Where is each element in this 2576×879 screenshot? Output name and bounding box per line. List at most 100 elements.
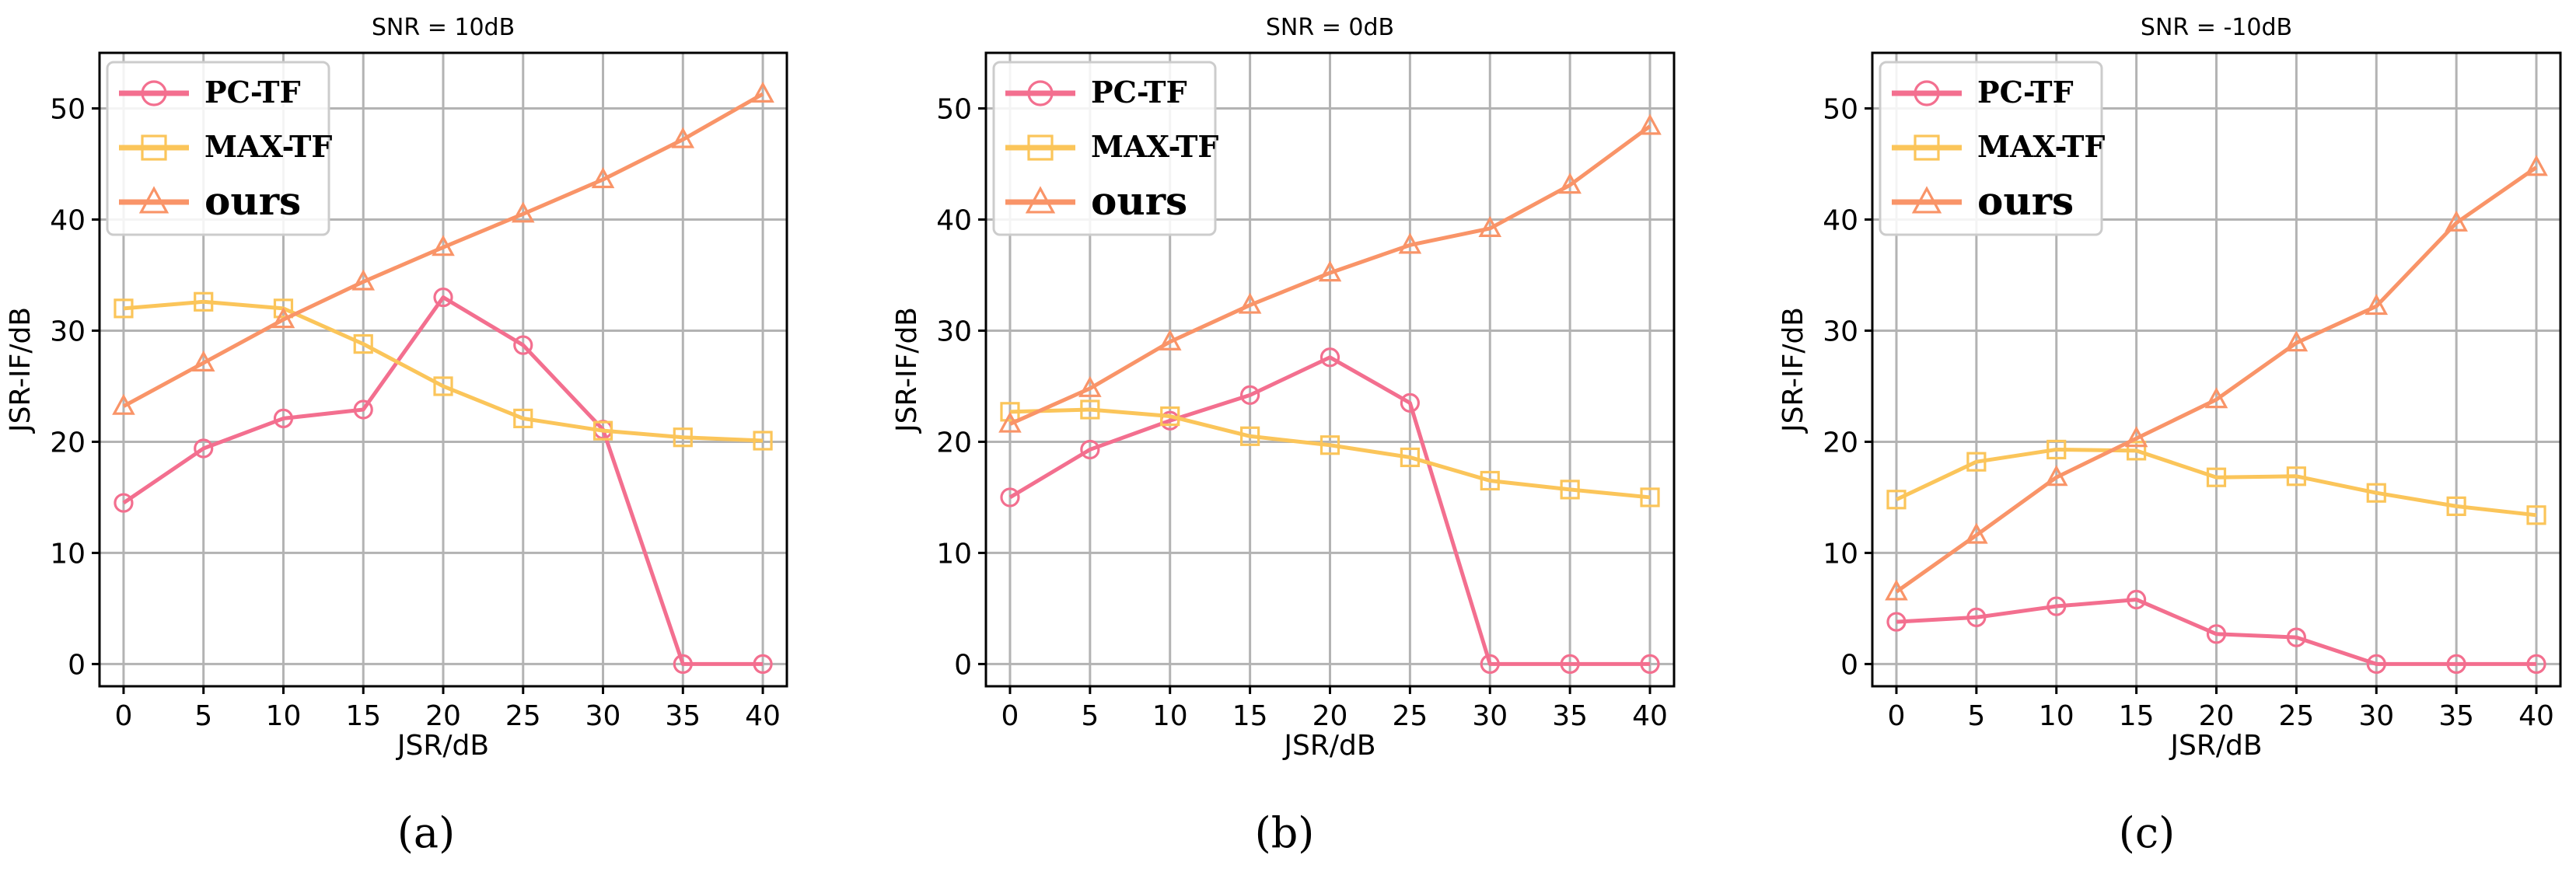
data-point-pc-tf — [673, 654, 693, 675]
panel-caption: (a) — [397, 808, 455, 857]
x-tick-label: 20 — [425, 700, 461, 732]
data-point-pc-tf — [2127, 589, 2147, 610]
data-point-pc-tf — [353, 399, 373, 420]
data-point-max-tf — [1640, 487, 1660, 508]
data-point-max-tf — [353, 334, 373, 354]
legend-label-ours: ours — [1091, 178, 1187, 224]
data-point-ours — [1238, 292, 1262, 314]
chart-panel-a: 0 5 10 15 20 25 30 35 40 0 10 20 30 40 50 SNR = 10dB JSR… — [5, 14, 788, 857]
legend-label-ours: ours — [204, 178, 301, 224]
chart-title: SNR = 0dB — [1266, 14, 1394, 41]
y-tick-label: 10 — [50, 538, 86, 570]
x-tick-label: 40 — [2518, 700, 2554, 732]
x-tick-label: 20 — [1312, 700, 1348, 732]
x-tick-label: 35 — [2438, 700, 2474, 732]
series-line-ours — [122, 92, 764, 408]
x-tick-label: 25 — [505, 700, 541, 732]
data-point-ours — [112, 393, 135, 415]
data-point-ours — [432, 235, 455, 256]
data-point-ours — [511, 201, 535, 223]
x-tick-label: 10 — [2039, 700, 2074, 732]
x-tick-label: 5 — [194, 700, 212, 732]
data-point-ours — [271, 307, 295, 329]
x-tick-label: 0 — [1888, 700, 1906, 732]
panel-caption: (c) — [2119, 808, 2175, 857]
x-tick-label: 0 — [114, 700, 132, 732]
series-line-pc-tf — [1008, 355, 1651, 666]
data-point-max-tf — [513, 408, 533, 429]
data-point-pc-tf — [273, 408, 294, 429]
chart-title: SNR = -10dB — [2141, 14, 2292, 41]
data-point-ours — [2204, 387, 2228, 409]
data-point-max-tf — [273, 298, 294, 319]
data-point-ours — [591, 167, 615, 189]
y-tick-label: 20 — [1823, 427, 1858, 459]
data-point-pc-tf — [1640, 654, 1660, 675]
data-point-ours — [998, 411, 1022, 433]
legend-label-pc-tf: PC-TF — [204, 75, 301, 110]
data-point-ours — [1318, 260, 1342, 282]
legend: PC-TF MAX-TF ours — [1879, 61, 2105, 236]
data-point-ours — [1638, 113, 1662, 135]
data-point-max-tf — [1966, 452, 1987, 472]
data-point-ours — [1078, 375, 1102, 397]
data-point-max-tf — [1400, 447, 1420, 468]
legend-label-max-tf: MAX-TF — [1977, 129, 2105, 164]
legend-marker-max-tf — [1027, 134, 1054, 161]
data-point-pc-tf — [194, 438, 214, 459]
data-point-max-tf — [592, 420, 613, 441]
data-point-ours — [1558, 173, 1582, 194]
data-point-pc-tf — [1000, 487, 1020, 508]
y-tick-label: 0 — [1840, 649, 1858, 681]
data-point-ours — [1478, 215, 1502, 237]
x-tick-label: 35 — [665, 700, 701, 732]
chart-panel-b: 0 5 10 15 20 25 30 35 40 0 10 20 30 40 50 SNR = 0dB JSR/… — [891, 14, 1676, 857]
x-axis-label: JSR/dB — [1282, 730, 1375, 762]
x-tick-label: 15 — [2119, 700, 2155, 732]
legend-label-ours: ours — [1977, 178, 2074, 224]
legend-label-max-tf: MAX-TF — [1091, 129, 1218, 164]
data-point-max-tf — [433, 376, 453, 396]
x-tick-label: 40 — [1632, 700, 1668, 732]
y-tick-label: 30 — [936, 316, 972, 347]
x-tick-label: 20 — [2199, 700, 2235, 732]
x-tick-label: 25 — [2278, 700, 2314, 732]
y-axis-label: JSR-IF/dB — [5, 307, 37, 434]
data-point-ours — [1158, 329, 1182, 351]
data-point-ours — [1885, 579, 1908, 601]
panel-caption: (b) — [1255, 808, 1315, 857]
data-point-ours — [1398, 232, 1422, 254]
data-point-ours — [2445, 210, 2468, 232]
data-point-pc-tf — [513, 335, 533, 355]
legend-marker-ours — [1911, 186, 1942, 214]
legend-marker-pc-tf — [1027, 80, 1054, 106]
data-point-pc-tf — [2366, 654, 2386, 675]
y-tick-label: 40 — [1823, 204, 1858, 236]
data-point-max-tf — [2206, 467, 2227, 487]
legend-marker-ours — [1025, 186, 1056, 214]
x-axis-label: JSR/dB — [2169, 730, 2262, 762]
x-tick-label: 15 — [345, 700, 381, 732]
data-point-ours — [2365, 294, 2389, 316]
legend-label-pc-tf: PC-TF — [1091, 75, 1187, 110]
x-tick-label: 5 — [1081, 700, 1099, 732]
legend-marker-ours — [138, 186, 170, 214]
y-tick-label: 40 — [50, 204, 86, 236]
data-point-pc-tf — [1319, 347, 1340, 368]
x-tick-label: 10 — [1152, 700, 1188, 732]
data-point-max-tf — [753, 431, 773, 451]
series-line-max-tf — [123, 299, 764, 443]
data-point-pc-tf — [1240, 385, 1260, 405]
y-tick-label: 0 — [954, 649, 972, 681]
data-point-pc-tf — [433, 287, 453, 308]
data-point-max-tf — [1480, 470, 1500, 491]
legend-label-max-tf: MAX-TF — [204, 129, 332, 164]
x-tick-label: 25 — [1392, 700, 1428, 732]
data-point-pc-tf — [1480, 654, 1500, 675]
data-point-max-tf — [2446, 496, 2466, 516]
data-point-ours — [671, 127, 695, 148]
y-tick-label: 10 — [936, 538, 972, 570]
legend: PC-TF MAX-TF ours — [106, 61, 332, 236]
data-point-max-tf — [1319, 435, 1340, 455]
